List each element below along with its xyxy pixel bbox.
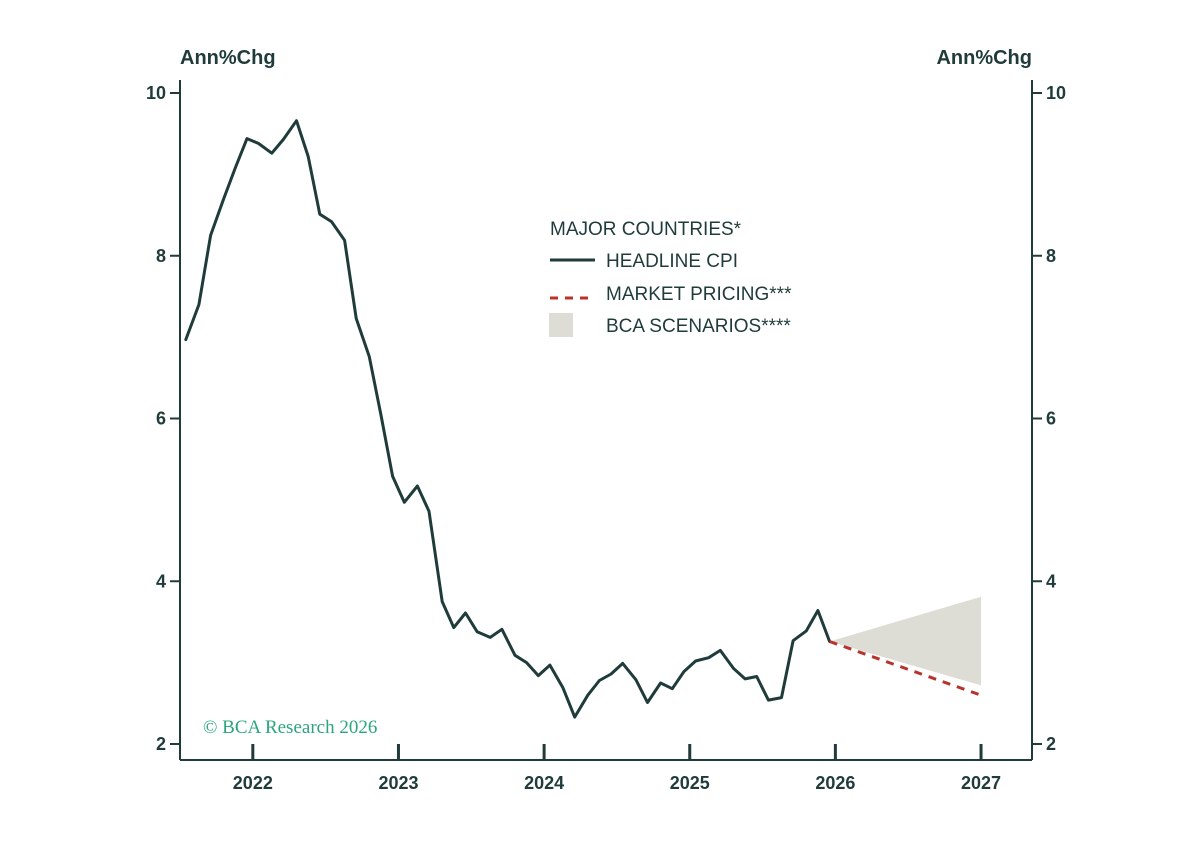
series-layer <box>184 119 982 719</box>
y-tick-label-right: 4 <box>1046 571 1056 591</box>
y-tick-label-right: 10 <box>1046 83 1066 103</box>
y-tick-label-left: 6 <box>156 409 166 429</box>
y-tick-label-left: 2 <box>156 734 166 754</box>
y-tick-label-right: 8 <box>1046 246 1056 266</box>
y-tick-label-left: 8 <box>156 246 166 266</box>
series-line-market-pricing <box>829 640 982 697</box>
legend-label-bca-scenarios: BCA SCENARIOS**** <box>606 316 791 337</box>
legend-label-headline-cpi: HEADLINE CPI <box>606 251 738 272</box>
x-tick-label: 2025 <box>670 773 710 793</box>
legend: MAJOR COUNTRIES* HEADLINE CPI MARKET PRI… <box>549 219 792 337</box>
y-tick-label-left: 4 <box>156 571 166 591</box>
credit-text: © BCA Research 2026 <box>203 717 377 738</box>
right-axis-unit-label: Ann%Chg <box>936 47 1032 69</box>
series-line-headline-cpi <box>184 119 832 719</box>
x-tick-label: 2026 <box>815 773 855 793</box>
x-axis-ticks: 2022 2023 2024 2025 2026 2027 <box>233 744 1001 793</box>
bca-scenarios-band <box>829 596 981 686</box>
plot-frame <box>179 80 1033 761</box>
legend-swatch-bca-scenarios <box>549 313 573 337</box>
left-axis-unit-label: Ann%Chg <box>180 47 276 69</box>
bca-scenarios-layer <box>829 596 981 686</box>
y-axis-ticks: 2 2 4 4 6 6 8 8 10 10 <box>146 83 1066 754</box>
x-tick-label: 2027 <box>961 773 1001 793</box>
x-tick-label: 2022 <box>233 773 273 793</box>
y-tick-label-left: 10 <box>146 83 166 103</box>
y-tick-label-right: 6 <box>1046 409 1056 429</box>
x-tick-label: 2024 <box>524 773 564 793</box>
legend-title: MAJOR COUNTRIES* <box>550 219 742 240</box>
legend-label-market-pricing: MARKET PRICING*** <box>606 284 792 305</box>
y-tick-label-right: 2 <box>1046 734 1056 754</box>
x-tick-label: 2023 <box>378 773 418 793</box>
